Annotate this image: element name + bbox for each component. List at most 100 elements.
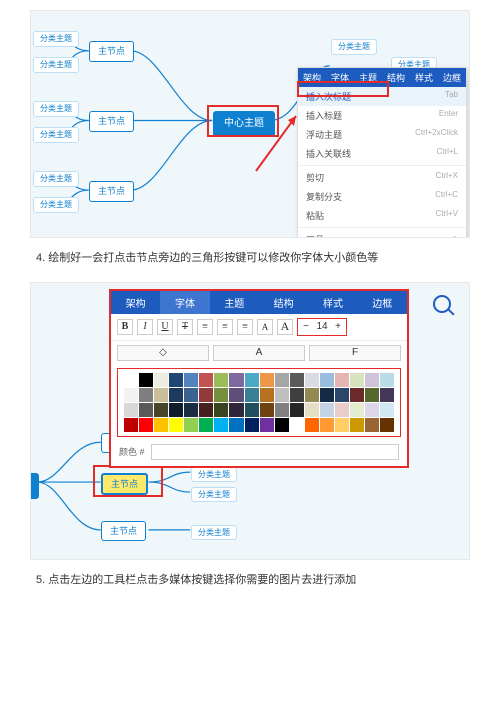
panel-tab[interactable]: 边框	[358, 291, 407, 314]
menu-tab[interactable]: 边框	[438, 68, 466, 87]
swatch[interactable]	[350, 418, 364, 432]
node-topic-2[interactable]: 主节点	[89, 111, 134, 132]
panel-tab[interactable]: 结构	[259, 291, 308, 314]
node-root[interactable]: 题	[30, 473, 39, 499]
node-sub[interactable]: 分类主题	[33, 31, 79, 47]
swatch[interactable]	[335, 418, 349, 432]
node-sub[interactable]: 分类主题	[33, 101, 79, 117]
swatch[interactable]	[154, 373, 168, 387]
swatch[interactable]	[305, 373, 319, 387]
color-input[interactable]	[151, 444, 399, 460]
swatch[interactable]	[365, 418, 379, 432]
swatch[interactable]	[290, 403, 304, 417]
swatch[interactable]	[124, 403, 138, 417]
swatch[interactable]	[229, 403, 243, 417]
swatch[interactable]	[214, 388, 228, 402]
swatch[interactable]	[199, 388, 213, 402]
menu-item[interactable]: 插入标题Enter	[298, 106, 466, 125]
node-sub[interactable]: 分类主题	[33, 197, 79, 213]
swatch[interactable]	[154, 388, 168, 402]
italic-button[interactable]: I	[137, 319, 153, 335]
swatch[interactable]	[139, 403, 153, 417]
swatch[interactable]	[275, 403, 289, 417]
font-size-spinner[interactable]: − 14 +	[297, 318, 347, 336]
menu-item[interactable]: 工具▸	[298, 230, 466, 238]
align-center-button[interactable]: ≡	[217, 319, 233, 335]
swatch[interactable]	[139, 373, 153, 387]
search-icon[interactable]	[433, 295, 451, 313]
panel-tab[interactable]: 主题	[210, 291, 259, 314]
swatch[interactable]	[320, 373, 334, 387]
node-sub[interactable]: 分类主题	[191, 525, 237, 541]
swatch[interactable]	[199, 403, 213, 417]
swatch[interactable]	[229, 418, 243, 432]
swatch[interactable]	[169, 388, 183, 402]
swatch[interactable]	[124, 388, 138, 402]
swatch[interactable]	[139, 388, 153, 402]
swatch[interactable]	[139, 418, 153, 432]
menu-tab[interactable]: 样式	[410, 68, 438, 87]
swatch[interactable]	[184, 418, 198, 432]
panel-tab[interactable]: 样式	[308, 291, 357, 314]
swatch[interactable]	[380, 418, 394, 432]
node-sub[interactable]: 分类主题	[33, 57, 79, 73]
swatch[interactable]	[184, 403, 198, 417]
swatch[interactable]	[245, 418, 259, 432]
strike-button[interactable]: T	[177, 319, 193, 335]
swatch[interactable]	[380, 388, 394, 402]
node-topic-3[interactable]: 主节点	[89, 181, 134, 202]
swatch[interactable]	[245, 373, 259, 387]
node-sub[interactable]: 分类主题	[191, 487, 237, 503]
swatch[interactable]	[350, 388, 364, 402]
seg-shape[interactable]: ◇	[117, 345, 209, 361]
seg-text[interactable]: A	[213, 345, 305, 361]
node-sub[interactable]: 分类主题	[191, 467, 237, 483]
bold-button[interactable]: B	[117, 319, 133, 335]
swatch[interactable]	[305, 403, 319, 417]
swatch[interactable]	[365, 388, 379, 402]
swatch[interactable]	[214, 373, 228, 387]
swatch[interactable]	[335, 403, 349, 417]
underline-button[interactable]: U	[157, 319, 173, 335]
swatch[interactable]	[260, 403, 274, 417]
swatch[interactable]	[350, 403, 364, 417]
menu-item[interactable]: 复制分支Ctrl+C	[298, 187, 466, 206]
swatch[interactable]	[169, 373, 183, 387]
swatch[interactable]	[320, 418, 334, 432]
menu-item[interactable]: 剪切Ctrl+X	[298, 168, 466, 187]
swatch[interactable]	[320, 403, 334, 417]
swatch[interactable]	[154, 403, 168, 417]
swatch[interactable]	[169, 403, 183, 417]
swatch[interactable]	[305, 418, 319, 432]
panel-tab[interactable]: 架构	[111, 291, 160, 314]
swatch[interactable]	[365, 403, 379, 417]
swatch[interactable]	[275, 418, 289, 432]
node-topic-1[interactable]: 主节点	[89, 41, 134, 62]
swatch[interactable]	[365, 373, 379, 387]
swatch[interactable]	[335, 388, 349, 402]
menu-item[interactable]: 插入关联线Ctrl+L	[298, 144, 466, 163]
swatch[interactable]	[245, 403, 259, 417]
align-right-button[interactable]: ≡	[237, 319, 253, 335]
menu-item[interactable]: 浮动主题Ctrl+2xClick	[298, 125, 466, 144]
swatch[interactable]	[275, 373, 289, 387]
node-topic-b3[interactable]: 主节点	[101, 521, 146, 542]
swatch[interactable]	[260, 373, 274, 387]
align-left-button[interactable]: ≡	[197, 319, 213, 335]
swatch[interactable]	[290, 418, 304, 432]
swatch[interactable]	[199, 418, 213, 432]
swatch[interactable]	[124, 373, 138, 387]
swatch[interactable]	[260, 418, 274, 432]
swatch[interactable]	[154, 418, 168, 432]
swatch[interactable]	[214, 418, 228, 432]
swatch[interactable]	[260, 388, 274, 402]
node-sub[interactable]: 分类主题	[33, 127, 79, 143]
swatch[interactable]	[169, 418, 183, 432]
size-inc-button[interactable]: A	[277, 319, 293, 335]
swatch[interactable]	[184, 388, 198, 402]
swatch[interactable]	[290, 388, 304, 402]
menu-item[interactable]: 粘贴Ctrl+V	[298, 206, 466, 225]
size-dec-button[interactable]: A	[257, 319, 273, 335]
swatch[interactable]	[380, 403, 394, 417]
swatch[interactable]	[275, 388, 289, 402]
